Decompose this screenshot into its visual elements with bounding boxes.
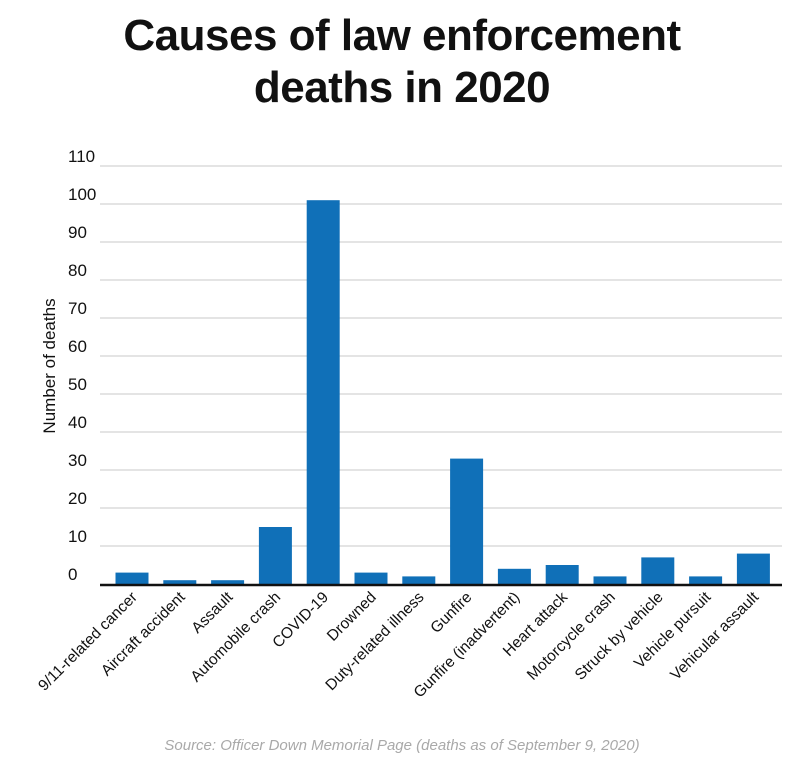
x-tick-label: Assault — [188, 588, 236, 636]
bar — [450, 458, 484, 584]
y-tick-label: 10 — [68, 527, 87, 546]
bar — [641, 557, 675, 584]
chart-title-line-2: deaths in 2020 — [253, 63, 551, 112]
y-axis-label: Number of deaths — [40, 298, 59, 433]
bar — [306, 200, 340, 584]
bar — [354, 572, 388, 584]
bar — [115, 572, 149, 584]
bar — [736, 553, 770, 584]
bar — [402, 576, 436, 584]
x-tick-label: Motorcycle crash — [524, 589, 619, 684]
y-tick-label: 80 — [68, 261, 87, 280]
x-tick-label: Vehicular assault — [667, 588, 762, 683]
bar — [163, 580, 197, 584]
y-tick-label: 70 — [68, 299, 87, 318]
x-tick-label: Gunfire — [427, 589, 475, 637]
chart-title-line-1: Causes of law enforcement — [123, 11, 681, 60]
bar — [689, 576, 723, 584]
gridlines — [100, 165, 782, 547]
x-tick-label: Struck by vehicle — [572, 589, 667, 684]
bar — [593, 576, 627, 584]
bar — [258, 527, 292, 584]
bars — [115, 200, 770, 584]
y-axis-tick-labels: 0 10 20 30 40 50 60 70 80 90 100 110 — [68, 147, 96, 584]
source-note: Source: Officer Down Memorial Page (deat… — [164, 737, 640, 754]
y-tick-label: 30 — [68, 451, 87, 470]
bar — [545, 565, 579, 584]
y-tick-label: 40 — [68, 413, 87, 432]
y-tick-label: 110 — [68, 147, 95, 166]
bar — [211, 580, 245, 584]
y-tick-label: 20 — [68, 489, 87, 508]
y-tick-label: 90 — [68, 223, 87, 242]
chart-title: Causes of law enforcement deaths in 2020 — [0, 10, 804, 114]
y-tick-label: 100 — [68, 185, 96, 204]
y-tick-label: 50 — [68, 375, 87, 394]
x-tick-label: Aircraft accident — [98, 588, 189, 679]
x-tick-label: Automobile crash — [188, 589, 285, 686]
y-tick-label: 0 — [68, 565, 77, 584]
y-tick-label: 60 — [68, 337, 87, 356]
bar — [497, 568, 531, 584]
